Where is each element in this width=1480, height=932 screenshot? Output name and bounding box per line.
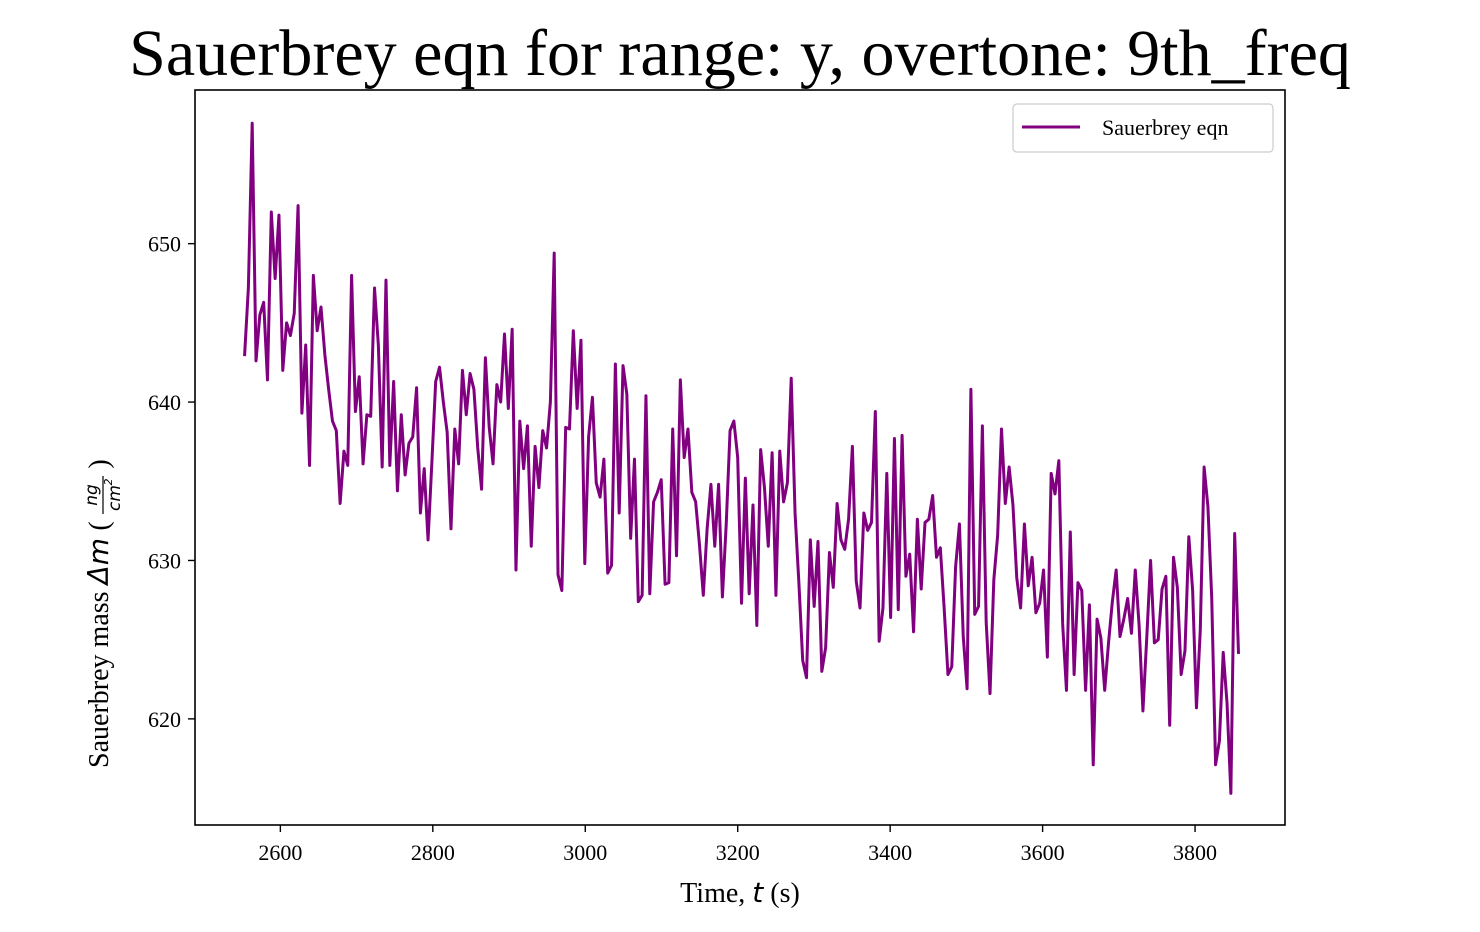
svg-text:): ): [84, 459, 115, 468]
plot-frame: [194, 89, 1286, 826]
svg-text:cm: cm: [105, 485, 125, 511]
plot-area: [243, 121, 1240, 795]
y-tick-label: 630: [148, 548, 181, 573]
x-tick-label: 3400: [868, 840, 912, 865]
y-axis-ticks: 620 630 640 650: [148, 232, 195, 732]
x-tick-label: 2600: [258, 840, 302, 865]
x-tick-label: 2800: [411, 840, 455, 865]
series-line-sauerbrey-eqn: [243, 121, 1240, 795]
x-tick-label: 3600: [1021, 840, 1065, 865]
legend-label: Sauerbrey eqn: [1102, 115, 1228, 140]
y-tick-label: 650: [148, 232, 181, 257]
x-tick-label: 3000: [563, 840, 607, 865]
svg-text:2: 2: [102, 479, 115, 486]
x-tick-label: 3800: [1173, 840, 1217, 865]
x-tick-label: 3200: [716, 840, 760, 865]
y-axis-label: Sauerbrey mass Δm ( ng cm 2 ): [82, 459, 125, 768]
svg-text:(: (: [84, 521, 115, 530]
chart-title: Sauerbrey eqn for range: y, overtone: 9t…: [129, 17, 1351, 90]
y-tick-label: 620: [148, 707, 181, 732]
legend-box: [1012, 103, 1274, 153]
svg-text:ng: ng: [82, 484, 102, 506]
legend: Sauerbrey eqn: [1012, 103, 1274, 153]
x-axis-ticks: 2600 2800 3000 3200 3400 3600 3800: [258, 825, 1217, 865]
x-axis-label: Time, t (s): [680, 876, 800, 909]
svg-text:Sauerbrey mass Δm: Sauerbrey mass Δm: [82, 538, 115, 768]
y-tick-label: 640: [148, 390, 181, 415]
